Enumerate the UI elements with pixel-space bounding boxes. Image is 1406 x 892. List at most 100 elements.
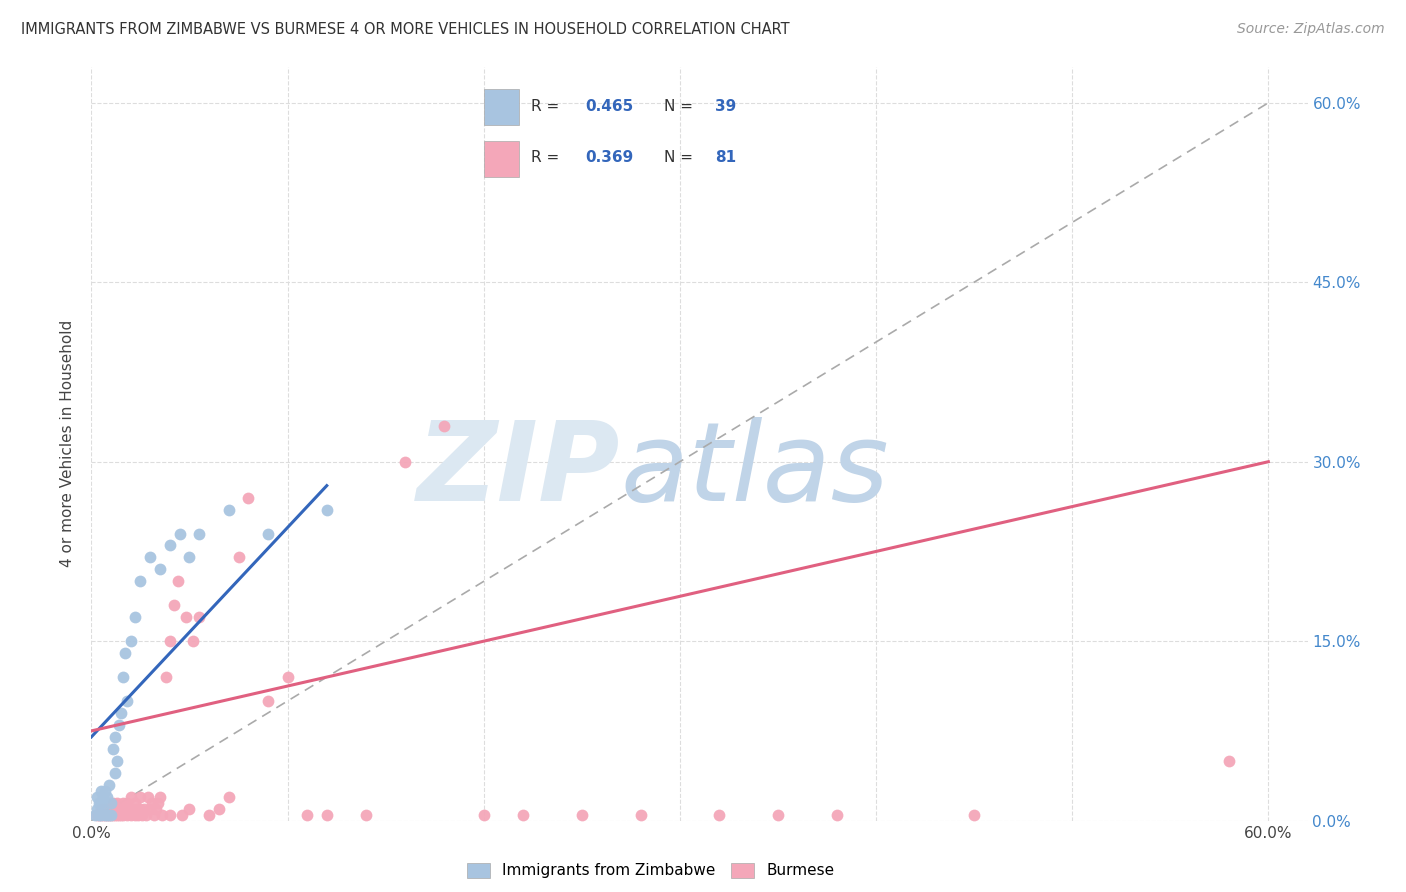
- Point: [766, 807, 789, 822]
- Point: [100, 807, 122, 822]
- Point: [120, 807, 142, 822]
- Text: ZIP: ZIP: [418, 417, 620, 524]
- Point: [166, 574, 188, 589]
- Point: [124, 610, 146, 624]
- Point: [98, 802, 121, 816]
- Point: [630, 807, 652, 822]
- Point: [115, 694, 138, 708]
- Point: [111, 807, 134, 822]
- Point: [707, 807, 730, 822]
- Point: [114, 646, 136, 660]
- Point: [111, 796, 134, 810]
- Point: [91, 789, 114, 804]
- Point: [105, 796, 128, 810]
- Point: [394, 455, 416, 469]
- Point: [91, 802, 114, 816]
- Point: [121, 802, 143, 816]
- Point: [104, 765, 127, 780]
- Point: [143, 807, 166, 822]
- Point: [105, 807, 128, 822]
- Point: [218, 789, 240, 804]
- Point: [120, 634, 142, 648]
- Point: [183, 634, 205, 648]
- Point: [101, 807, 124, 822]
- Point: [198, 807, 221, 822]
- Point: [104, 730, 127, 744]
- Point: [354, 807, 377, 822]
- Point: [257, 694, 280, 708]
- Point: [90, 807, 112, 822]
- Point: [101, 742, 124, 756]
- Point: [94, 802, 117, 816]
- Point: [91, 802, 114, 816]
- Point: [94, 783, 117, 797]
- Point: [90, 802, 112, 816]
- Point: [277, 670, 299, 684]
- Point: [129, 789, 152, 804]
- Point: [96, 807, 118, 822]
- Point: [228, 550, 250, 565]
- Text: atlas: atlas: [620, 417, 889, 524]
- Point: [257, 526, 280, 541]
- Point: [89, 807, 111, 822]
- Point: [139, 550, 162, 565]
- Point: [100, 802, 122, 816]
- Point: [108, 802, 131, 816]
- Point: [155, 670, 177, 684]
- Point: [139, 802, 162, 816]
- Legend: Immigrants from Zimbabwe, Burmese: Immigrants from Zimbabwe, Burmese: [461, 856, 841, 885]
- Point: [159, 539, 181, 553]
- Point: [129, 574, 152, 589]
- Point: [129, 802, 152, 816]
- Point: [89, 807, 111, 822]
- Text: IMMIGRANTS FROM ZIMBABWE VS BURMESE 4 OR MORE VEHICLES IN HOUSEHOLD CORRELATION : IMMIGRANTS FROM ZIMBABWE VS BURMESE 4 OR…: [21, 22, 790, 37]
- Point: [98, 778, 121, 792]
- Point: [100, 796, 122, 810]
- Point: [512, 807, 534, 822]
- Y-axis label: 4 or more Vehicles in Household: 4 or more Vehicles in Household: [60, 320, 76, 567]
- Point: [127, 807, 149, 822]
- Point: [208, 802, 231, 816]
- Point: [104, 807, 127, 822]
- Point: [169, 526, 191, 541]
- Point: [131, 807, 153, 822]
- Point: [159, 634, 181, 648]
- Point: [86, 807, 108, 822]
- Point: [179, 550, 201, 565]
- Point: [118, 802, 141, 816]
- Point: [134, 802, 156, 816]
- Point: [188, 610, 211, 624]
- Point: [159, 807, 181, 822]
- Point: [110, 802, 132, 816]
- Point: [89, 796, 111, 810]
- Point: [115, 796, 138, 810]
- Point: [315, 502, 337, 516]
- Point: [150, 807, 173, 822]
- Point: [96, 807, 118, 822]
- Point: [98, 807, 121, 822]
- Point: [114, 802, 136, 816]
- Point: [433, 418, 456, 433]
- Point: [100, 807, 122, 822]
- Point: [110, 807, 132, 822]
- Point: [136, 789, 159, 804]
- Point: [1218, 754, 1240, 768]
- Point: [472, 807, 495, 822]
- Point: [238, 491, 260, 505]
- Point: [163, 599, 186, 613]
- Point: [825, 807, 848, 822]
- Point: [145, 802, 167, 816]
- Point: [315, 807, 337, 822]
- Point: [98, 807, 121, 822]
- Point: [86, 802, 108, 816]
- Point: [149, 789, 172, 804]
- Point: [135, 807, 157, 822]
- Point: [141, 796, 163, 810]
- Point: [146, 796, 169, 810]
- Point: [90, 796, 112, 810]
- Point: [115, 807, 138, 822]
- Point: [96, 789, 118, 804]
- Point: [84, 807, 107, 822]
- Point: [174, 610, 197, 624]
- Point: [96, 802, 118, 816]
